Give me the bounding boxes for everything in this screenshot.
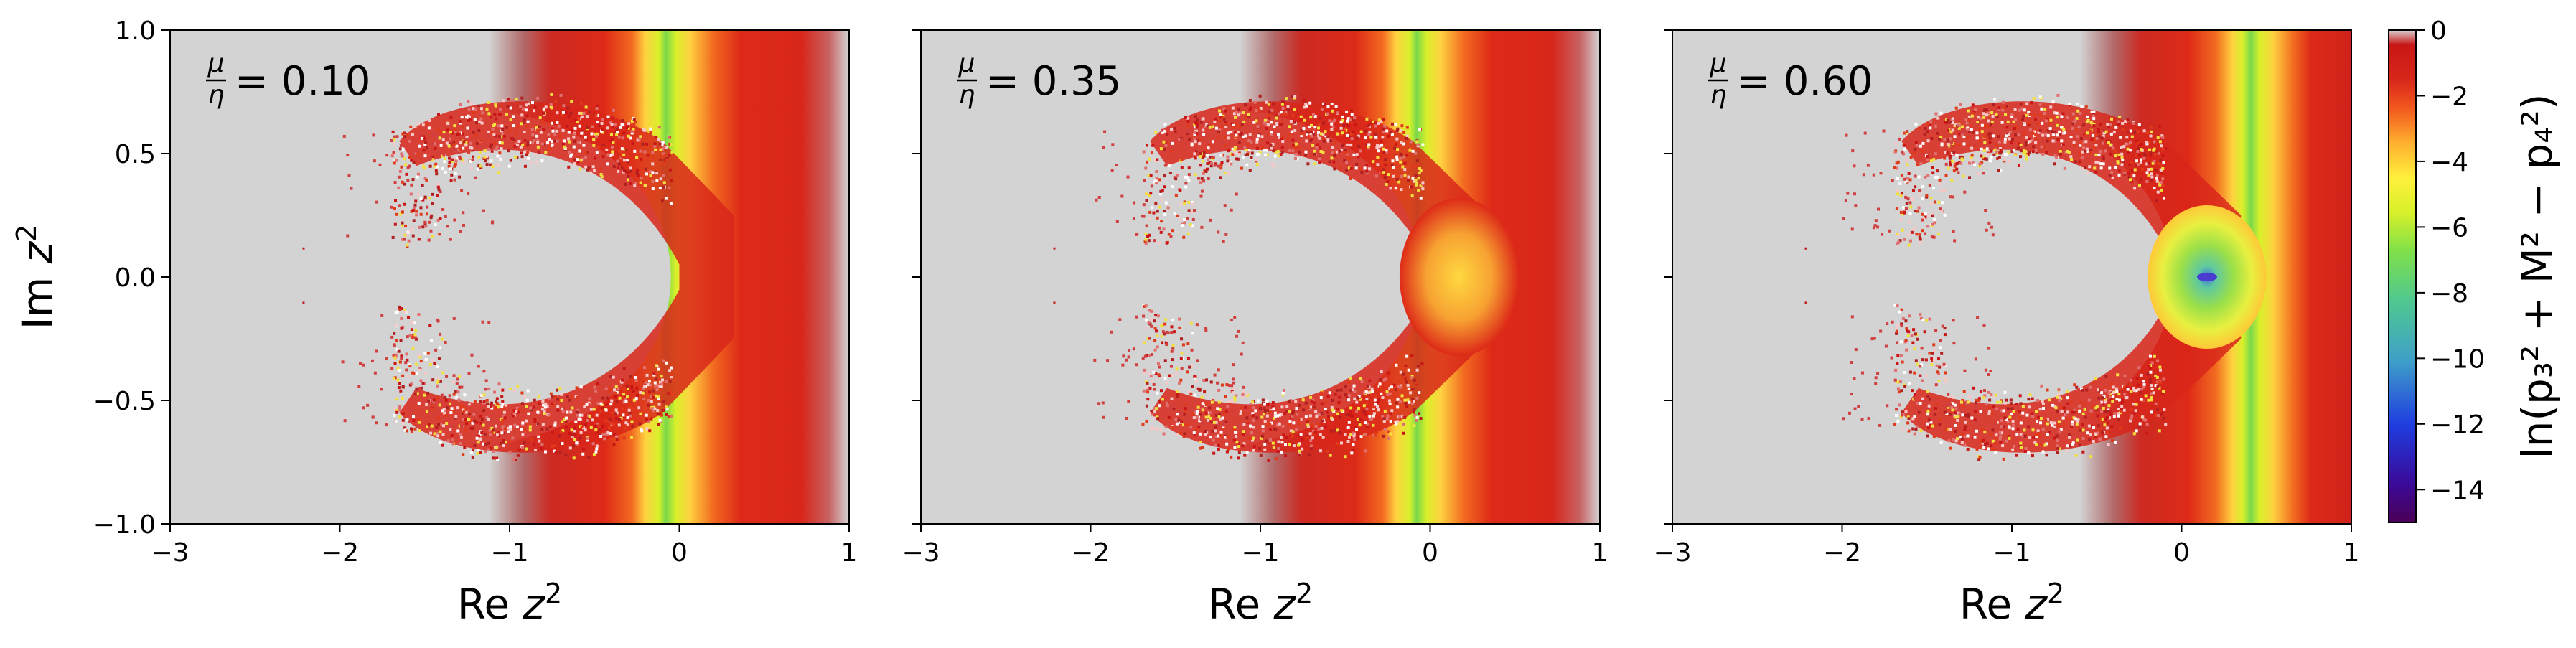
x-tick-label: 0 [671,538,688,568]
y-tick-label: 1.0 [115,17,156,46]
x-tick-label: −3 [1653,538,1691,568]
x-axis-label: Re z2 [1959,578,2064,629]
panel-annotation: μη = 0.60 [1708,49,1873,110]
colorbar-tick-label: −14 [2430,476,2485,505]
x-tick-label: −3 [151,538,189,568]
colorbar-tick-label: −8 [2430,279,2468,309]
x-tick-label: 1 [841,538,858,568]
svg-text:μ: μ [207,49,225,78]
colorbar-gradient [2388,29,2417,523]
colorbar-tick-label: −6 [2430,213,2468,243]
x-tick-label: 1 [1592,538,1608,568]
colorbar-tick-label: −4 [2430,148,2468,177]
y-tick-label: 0.5 [115,140,156,169]
svg-text:μ: μ [958,49,975,78]
x-tick-label: 1 [2343,538,2360,568]
speckle [1804,93,2168,461]
svg-text:= 0.60: = 0.60 [1737,58,1873,105]
gray-hole [263,108,671,446]
crescent-region [1901,101,2242,453]
svg-text:η: η [208,80,225,110]
panel-3: −3 −2 −1 0 1 Re z2 μη = 0.60 [1653,29,2360,629]
y-axis-label: Im z2 [11,225,62,330]
x-tick-label: −1 [1992,538,2031,568]
svg-text:= 0.35: = 0.35 [985,58,1121,105]
colorbar-label: ln(p₃² + M² − p₄²) [2513,93,2562,459]
panel-1: −3 −2 −1 0 1 −1.0 −0.5 0.0 0.5 1.0 Re z2 μη = 0.10 [93,17,858,629]
hot-region [1399,198,1519,356]
colorbar: 0 −2 −4 −6 −8 −10 −12 −14 ln(p₃² + M² − p₄²) [2388,17,2562,523]
gray-hole [1014,108,1422,446]
colorbar-tick-label: −10 [2430,344,2485,374]
x-tick-label: 0 [2173,538,2190,568]
svg-text:μ: μ [1710,49,1727,78]
crescent-region [399,101,734,453]
svg-text:η: η [959,80,975,110]
x-tick-label: −1 [490,538,528,568]
x-tick-label: −2 [321,538,359,568]
x-axis-label: Re z2 [457,578,562,629]
x-tick-label: 0 [1422,538,1438,568]
heatmap-3 [1672,30,2351,524]
y-tick-label: −0.5 [93,387,156,416]
colorbar-tick-label: −2 [2430,82,2468,111]
heatmap-2 [921,30,1600,524]
speckle [302,93,674,462]
y-tick-label: 0.0 [115,263,156,293]
x-tick-label: −1 [1241,538,1279,568]
colorbar-tick-label: 0 [2430,17,2447,46]
x-tick-label: −2 [1072,538,1110,568]
x-tick-label: −3 [901,538,940,568]
panel-2: −3 −2 −1 0 1 Re z2 μη = 0.35 [901,29,1608,629]
minimum-point [2196,273,2217,281]
gray-hole [1766,108,2173,446]
x-tick-label: −2 [1823,538,1861,568]
heatmap-1 [170,30,849,524]
panel-annotation: μη = 0.35 [957,49,1121,110]
svg-text:= 0.10: = 0.10 [235,58,370,105]
y-tick-label: −1.0 [93,510,156,540]
svg-text:η: η [1710,80,1727,110]
x-axis-label: Re z2 [1208,578,1313,629]
speckle [1053,94,1425,462]
panel-annotation: μη = 0.10 [206,49,370,110]
colorbar-tick-label: −12 [2430,410,2485,440]
